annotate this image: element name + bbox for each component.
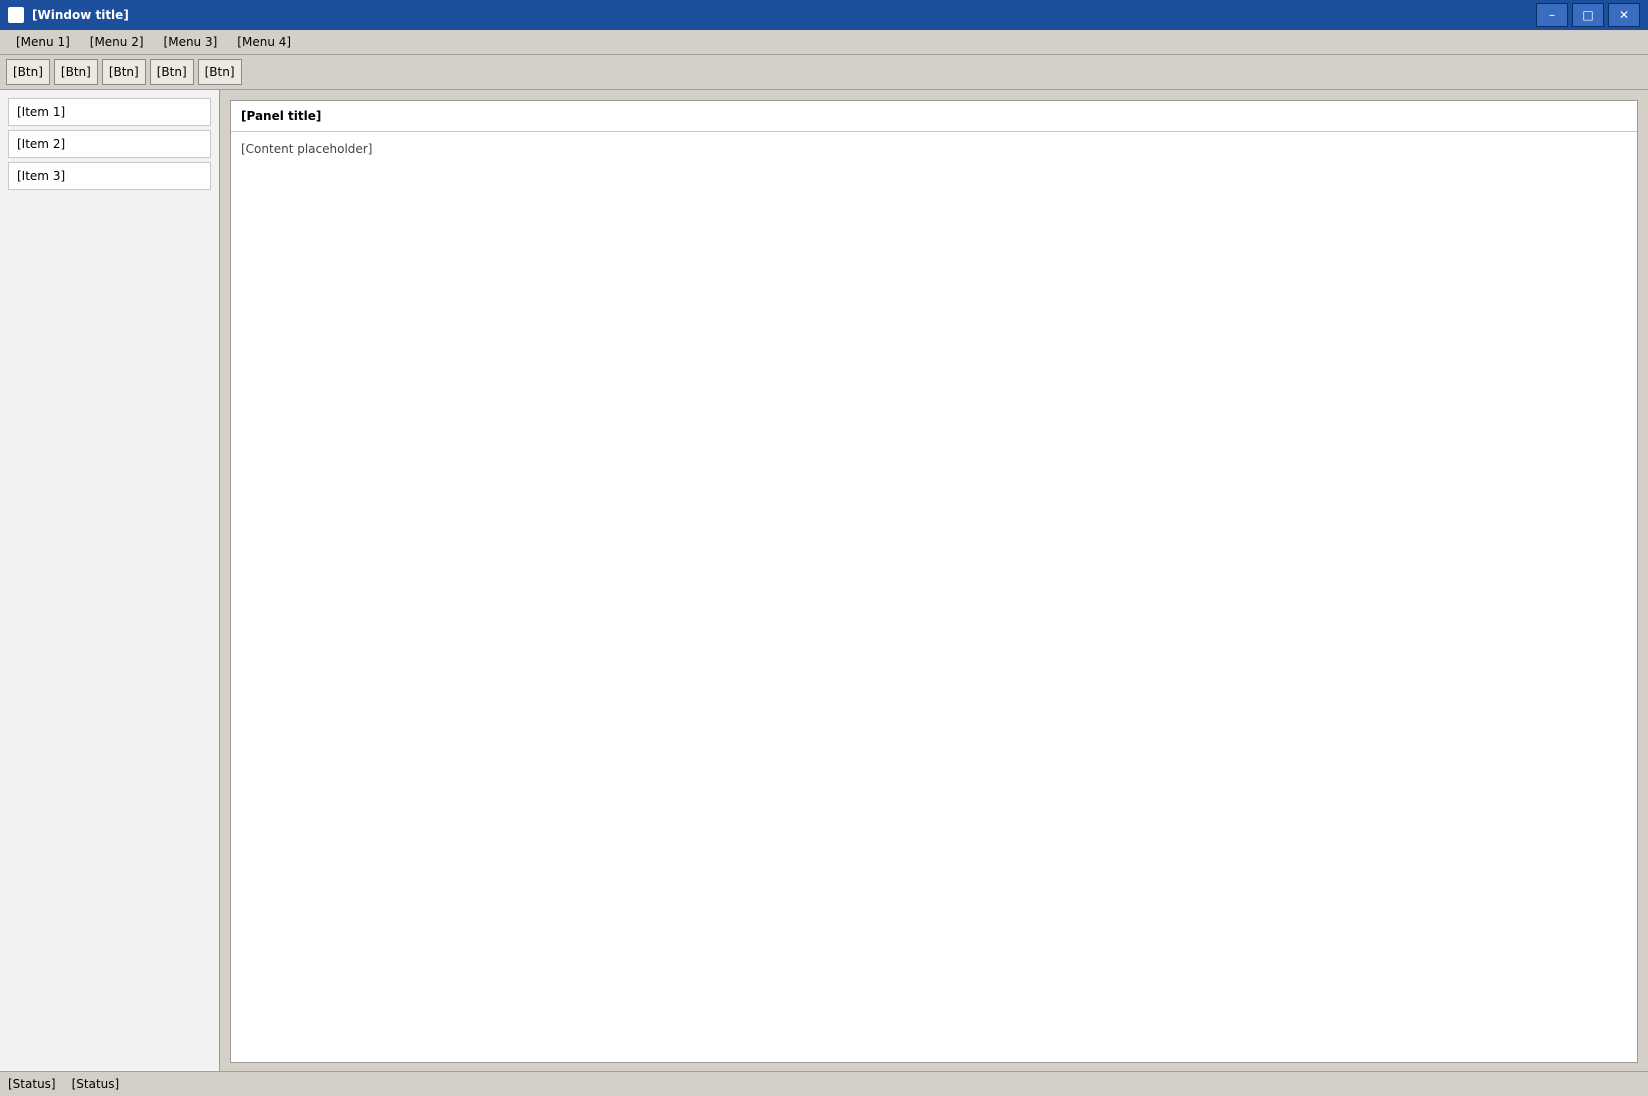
status-right: [Status]	[71, 1077, 120, 1091]
menu-item-4[interactable]: [Menu 4]	[237, 35, 292, 49]
main-area: [Item 1] [Item 2] [Item 3] [Panel title]…	[0, 90, 1648, 1071]
toolbar-button-4[interactable]: [Btn]	[149, 59, 194, 85]
status-bar: [Status] [Status]	[0, 1071, 1648, 1096]
window-title: [Window title]	[32, 8, 129, 22]
menu-item-1[interactable]: [Menu 1]	[16, 35, 70, 49]
close-button[interactable]: ✕	[1608, 3, 1640, 27]
sidebar-item-1[interactable]: [Item 1]	[8, 98, 211, 126]
minimize-button[interactable]: –	[1536, 3, 1568, 27]
title-bar: [Window title] – □ ✕	[0, 0, 1648, 30]
status-left: [Status]	[8, 1077, 56, 1091]
sidebar-item-3[interactable]: [Item 3]	[8, 162, 211, 190]
content-panel: [Panel title] [Content placeholder]	[230, 100, 1638, 1063]
toolbar-button-3[interactable]: [Btn]	[101, 59, 146, 85]
panel-title: [Panel title]	[231, 101, 1637, 132]
content-area: [Panel title] [Content placeholder]	[220, 90, 1648, 1071]
maximize-button[interactable]: □	[1572, 3, 1604, 27]
menu-item-3[interactable]: [Menu 3]	[163, 35, 218, 49]
menu-bar: [Menu 1] [Menu 2] [Menu 3] [Menu 4]	[0, 30, 1648, 55]
toolbar-button-1[interactable]: [Btn]	[6, 59, 50, 85]
sidebar-item-2[interactable]: [Item 2]	[8, 130, 211, 158]
menu-item-2[interactable]: [Menu 2]	[89, 35, 144, 49]
panel-body: [Content placeholder]	[241, 142, 373, 156]
app-icon	[8, 7, 24, 23]
toolbar-button-2[interactable]: [Btn]	[53, 59, 98, 85]
toolbar-button-5[interactable]: [Btn]	[197, 59, 242, 85]
toolbar: [Btn] [Btn] [Btn] [Btn] [Btn]	[0, 55, 1648, 90]
sidebar: [Item 1] [Item 2] [Item 3]	[0, 90, 220, 1071]
